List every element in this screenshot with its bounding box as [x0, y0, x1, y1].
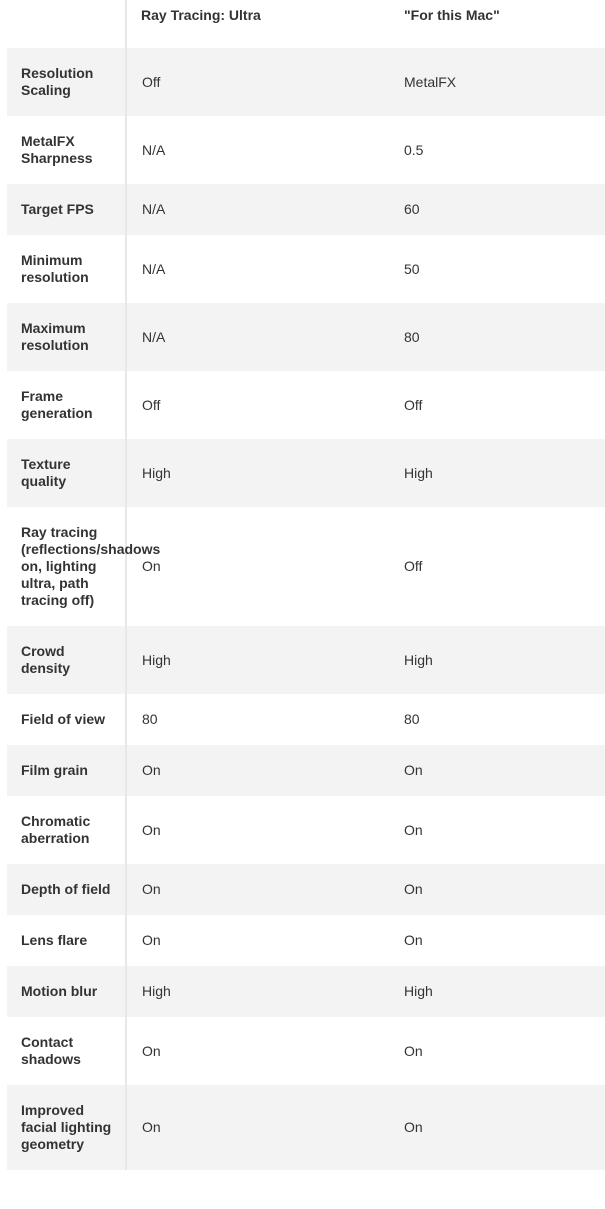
table-row: Contact shadows On On: [7, 1017, 605, 1085]
ray-tracing-ultra-value: 80: [142, 711, 158, 727]
header-ray-tracing-ultra: Ray Tracing: Ultra: [141, 7, 261, 23]
table-row: Crowd density High High: [7, 626, 605, 694]
ray-tracing-ultra-value: On: [142, 821, 161, 838]
ray-tracing-ultra-value: On: [126, 1085, 390, 1170]
ray-tracing-ultra-value: N/A: [142, 141, 166, 158]
for-this-mac-value: 60: [390, 184, 605, 235]
for-this-mac-value: High: [390, 626, 605, 694]
ray-tracing-ultra-value: On: [142, 932, 161, 948]
setting-label: Maximum resolution: [7, 303, 127, 371]
ray-tracing-ultra-value: Off: [142, 396, 161, 413]
setting-label: Texture quality: [7, 439, 127, 507]
for-this-mac-value: Off: [404, 558, 423, 574]
table-row: MetalFX Sharpness N/A 0.5: [7, 116, 605, 184]
header-setting: [7, 0, 127, 48]
for-this-mac-value: On: [404, 1042, 423, 1059]
ray-tracing-ultra-value: On: [126, 864, 390, 915]
table-header-row: Ray Tracing: Ultra "For this Mac": [7, 0, 605, 48]
for-this-mac-value: 80: [404, 711, 420, 727]
setting-label: Film grain: [7, 745, 127, 796]
ray-tracing-ultra-value: Off: [126, 48, 390, 116]
for-this-mac-value: On: [390, 1085, 605, 1170]
ray-tracing-ultra-value: N/A: [126, 184, 390, 235]
setting-label: Crowd density: [7, 626, 127, 694]
ray-tracing-ultra-value: N/A: [126, 303, 390, 371]
header-for-this-mac: "For this Mac": [404, 7, 500, 23]
ray-tracing-ultra-value: High: [126, 439, 390, 507]
setting-label: Contact shadows: [7, 1017, 127, 1085]
settings-comparison-table: Ray Tracing: Ultra "For this Mac" Resolu…: [7, 0, 605, 1170]
setting-label: Improved facial lighting geometry: [7, 1085, 127, 1170]
setting-label: Frame generation: [7, 371, 127, 439]
for-this-mac-value: MetalFX: [390, 48, 605, 116]
table-row: Frame generation Off Off: [7, 371, 605, 439]
ray-tracing-ultra-value: On: [142, 1042, 161, 1059]
table-row: Resolution Scaling Off MetalFX: [7, 48, 605, 116]
table-row: Depth of field On On: [7, 864, 605, 915]
for-this-mac-value: 80: [390, 303, 605, 371]
table-row: Film grain On On: [7, 745, 605, 796]
setting-label: Ray tracing (reflections/shadows on, lig…: [7, 507, 160, 626]
for-this-mac-value: On: [390, 745, 605, 796]
table-row: Field of view 80 80: [7, 694, 605, 745]
table-row: Chromatic aberration On On: [7, 796, 605, 864]
for-this-mac-value: On: [404, 821, 423, 838]
table-row: Texture quality High High: [7, 439, 605, 507]
setting-label: Resolution Scaling: [7, 48, 127, 116]
for-this-mac-value: High: [390, 966, 605, 1017]
for-this-mac-value: High: [390, 439, 605, 507]
setting-label: Target FPS: [7, 184, 127, 235]
for-this-mac-value: Off: [404, 396, 423, 413]
setting-label: Lens flare: [7, 915, 127, 966]
table-row: Motion blur High High: [7, 966, 605, 1017]
for-this-mac-value: 0.5: [404, 141, 424, 158]
for-this-mac-value: On: [390, 864, 605, 915]
setting-label: Minimum resolution: [7, 235, 127, 303]
setting-label: MetalFX Sharpness: [7, 116, 127, 184]
table-row: Minimum resolution N/A 50: [7, 235, 605, 303]
ray-tracing-ultra-value: On: [126, 745, 390, 796]
table-row: Ray tracing (reflections/shadows on, lig…: [7, 507, 605, 626]
ray-tracing-ultra-value: N/A: [142, 260, 166, 277]
ray-tracing-ultra-value: High: [126, 966, 390, 1017]
table-row: Target FPS N/A 60: [7, 184, 605, 235]
ray-tracing-ultra-value: High: [126, 626, 390, 694]
table-row: Maximum resolution N/A 80: [7, 303, 605, 371]
table-row: Improved facial lighting geometry On On: [7, 1085, 605, 1170]
table-row: Lens flare On On: [7, 915, 605, 966]
ray-tracing-ultra-value: On: [142, 558, 161, 574]
setting-label: Motion blur: [7, 966, 127, 1017]
setting-label: Field of view: [7, 694, 127, 745]
for-this-mac-value: On: [404, 932, 423, 948]
for-this-mac-value: 50: [404, 260, 420, 277]
setting-label: Depth of field: [7, 864, 127, 915]
setting-label: Chromatic aberration: [7, 796, 127, 864]
